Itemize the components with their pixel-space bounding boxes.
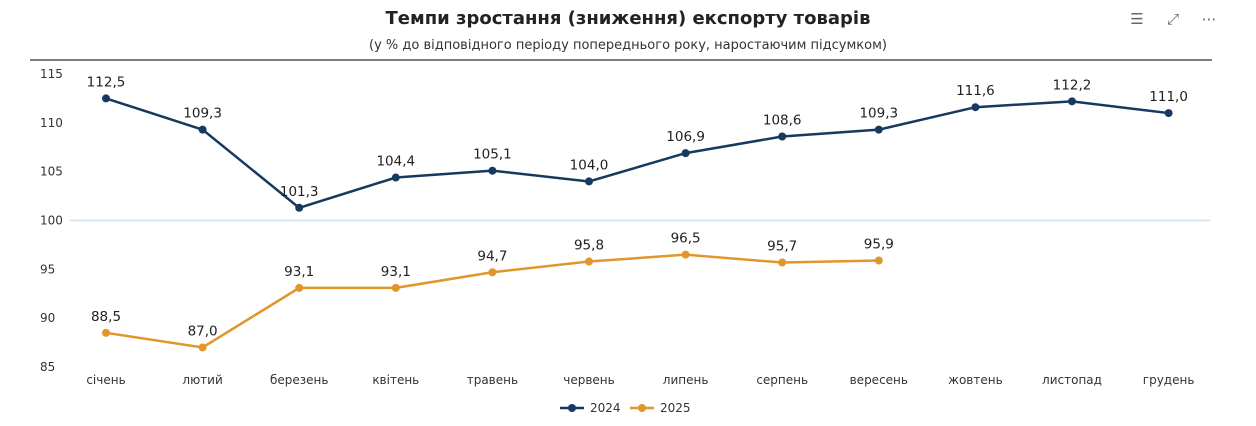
data-label-2024: 111,0	[1149, 89, 1188, 105]
data-point-2024	[391, 173, 400, 182]
data-point-2025	[585, 257, 593, 266]
data-label-2025: 95,8	[574, 238, 604, 254]
data-point-2025	[681, 250, 690, 259]
data-label-2025: 94,7	[477, 248, 507, 264]
data-point-2024	[102, 94, 110, 103]
data-point-2025	[488, 268, 497, 277]
focus-mode-icon[interactable]: ⤢	[1166, 10, 1179, 28]
y-tick-label: 85	[40, 360, 55, 374]
filter-icon[interactable]: ☰	[1130, 10, 1144, 28]
data-point-2025	[778, 258, 787, 267]
y-tick-label: 115	[40, 67, 63, 81]
series-line-2024	[105, 97, 1169, 210]
data-point-2024	[874, 125, 883, 134]
x-tick-label: квітень	[372, 373, 419, 387]
legend-marker-2025	[638, 404, 646, 412]
data-label-2024: 109,3	[859, 106, 898, 122]
data-point-2025	[295, 283, 304, 292]
chart-subtitle: (у % до відповідного періоду попередньог…	[369, 38, 887, 53]
x-tick-label: жовтень	[948, 373, 1003, 387]
chart-title: Темпи зростання (зниження) експорту това…	[385, 8, 871, 29]
data-point-2024	[488, 166, 497, 175]
data-label-2024: 111,6	[956, 83, 995, 99]
x-tick-label: листопад	[1042, 373, 1102, 387]
data-label-2024: 109,3	[183, 106, 222, 122]
data-label-2024: 105,1	[473, 147, 512, 163]
data-label-2024: 108,6	[763, 113, 802, 129]
x-tick-label: червень	[563, 373, 614, 387]
y-tick-label: 110	[40, 116, 63, 130]
x-tick-label: січень	[86, 373, 125, 387]
data-point-2024	[971, 103, 980, 112]
legend-label-2024: 2024	[590, 401, 621, 415]
x-tick-label: лютий	[182, 373, 222, 387]
data-label-2025: 88,5	[91, 309, 121, 325]
data-point-2024	[681, 149, 690, 158]
x-tick-label: березень	[270, 373, 328, 387]
data-label-2025: 93,1	[284, 264, 314, 280]
data-label-2025: 87,0	[188, 323, 218, 339]
data-point-2025	[102, 328, 110, 337]
data-label-2024: 106,9	[666, 129, 705, 145]
more-options-icon[interactable]: ⋯	[1201, 10, 1217, 28]
data-point-2024	[1068, 97, 1076, 106]
data-point-2025	[391, 283, 400, 292]
x-tick-label: грудень	[1143, 373, 1195, 387]
y-tick-label: 95	[40, 262, 55, 276]
data-point-2024	[295, 203, 304, 212]
data-point-2025	[198, 343, 207, 352]
data-point-2024	[778, 132, 787, 141]
data-label-2025: 93,1	[381, 264, 411, 280]
data-label-2025: 95,7	[767, 238, 797, 254]
x-tick-label: травень	[467, 373, 518, 387]
data-label-2025: 95,9	[864, 237, 894, 253]
x-tick-label: вересень	[850, 373, 908, 387]
data-label-2024: 101,3	[280, 184, 319, 200]
y-tick-label: 105	[40, 165, 63, 179]
legend-label-2025: 2025	[660, 401, 691, 415]
data-point-2024	[585, 177, 593, 186]
data-label-2025: 96,5	[671, 231, 701, 247]
data-point-2025	[874, 256, 883, 265]
data-point-2024	[198, 125, 207, 134]
data-point-2024	[1164, 109, 1173, 118]
y-tick-label: 90	[40, 311, 55, 325]
x-tick-label: липень	[663, 373, 709, 387]
data-label-2024: 112,2	[1053, 77, 1092, 93]
y-tick-label: 100	[40, 214, 63, 228]
data-label-2024: 112,5	[87, 74, 126, 90]
data-label-2024: 104,0	[570, 157, 609, 173]
x-tick-label: серпень	[756, 373, 808, 387]
data-label-2024: 104,4	[376, 154, 415, 170]
legend-marker-2024	[568, 404, 576, 412]
